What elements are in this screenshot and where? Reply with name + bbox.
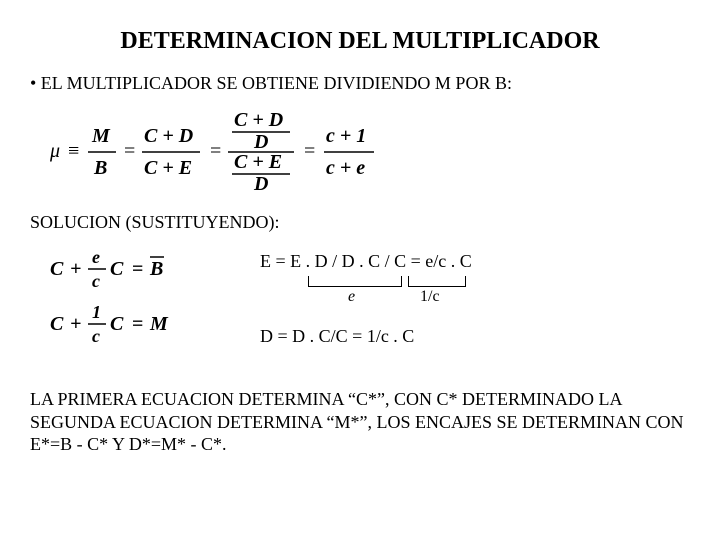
svg-text:c: c bbox=[92, 326, 100, 346]
svg-text:=: = bbox=[132, 313, 143, 335]
svg-text:e: e bbox=[92, 247, 100, 267]
svg-text:C: C bbox=[110, 313, 124, 335]
svg-text:C: C bbox=[110, 258, 124, 280]
deriv-line-1: E = E . D / D . C / C = e/c . C bbox=[260, 251, 472, 272]
svg-text:μ: μ bbox=[50, 140, 60, 162]
svg-text:=: = bbox=[304, 140, 315, 162]
svg-text:=: = bbox=[124, 140, 135, 162]
svg-text:=: = bbox=[132, 258, 143, 280]
svg-text:B: B bbox=[149, 258, 163, 280]
svg-text:C + E: C + E bbox=[144, 157, 192, 179]
svg-text:D: D bbox=[253, 131, 268, 153]
svg-text:C + D: C + D bbox=[234, 112, 283, 131]
svg-text:C: C bbox=[50, 313, 64, 335]
svg-text:M: M bbox=[149, 313, 169, 335]
svg-text:+: + bbox=[70, 313, 81, 335]
svg-text:=: = bbox=[210, 140, 221, 162]
svg-text:C: C bbox=[50, 258, 64, 280]
intro-bullet: • EL MULTIPLICADOR SE OBTIENE DIVIDIENDO… bbox=[30, 73, 690, 94]
svg-text:M: M bbox=[91, 125, 111, 147]
svg-text:≡: ≡ bbox=[68, 140, 79, 162]
svg-text:B: B bbox=[93, 157, 107, 179]
derivations: E = E . D / D . C / C = e/c . C e 1/c D … bbox=[260, 251, 472, 347]
svg-text:c + e: c + e bbox=[326, 157, 365, 179]
main-formula: μ ≡ M B = C + D C + E = C + D D bbox=[50, 112, 690, 192]
svg-text:c: c bbox=[92, 271, 100, 291]
left-formulas: C + e c C = B C + 1 c C = bbox=[50, 245, 230, 370]
svg-text:C + D: C + D bbox=[144, 125, 193, 147]
under-e-label: e bbox=[348, 288, 355, 306]
under-1c-label: 1/c bbox=[420, 288, 440, 306]
svg-text:+: + bbox=[70, 258, 81, 280]
svg-text:1: 1 bbox=[92, 302, 101, 322]
solucion-label: SOLUCION (SUSTITUYENDO): bbox=[30, 212, 690, 233]
deriv-line-2: D = D . C/C = 1/c . C bbox=[260, 326, 472, 347]
svg-text:C + E: C + E bbox=[234, 151, 282, 173]
svg-text:D: D bbox=[253, 173, 268, 192]
slide-title: DETERMINACION DEL MULTIPLICADOR bbox=[30, 28, 690, 55]
conclusion-text: LA PRIMERA ECUACION DETERMINA “C*”, CON … bbox=[30, 388, 690, 456]
svg-text:c + 1: c + 1 bbox=[326, 125, 366, 147]
